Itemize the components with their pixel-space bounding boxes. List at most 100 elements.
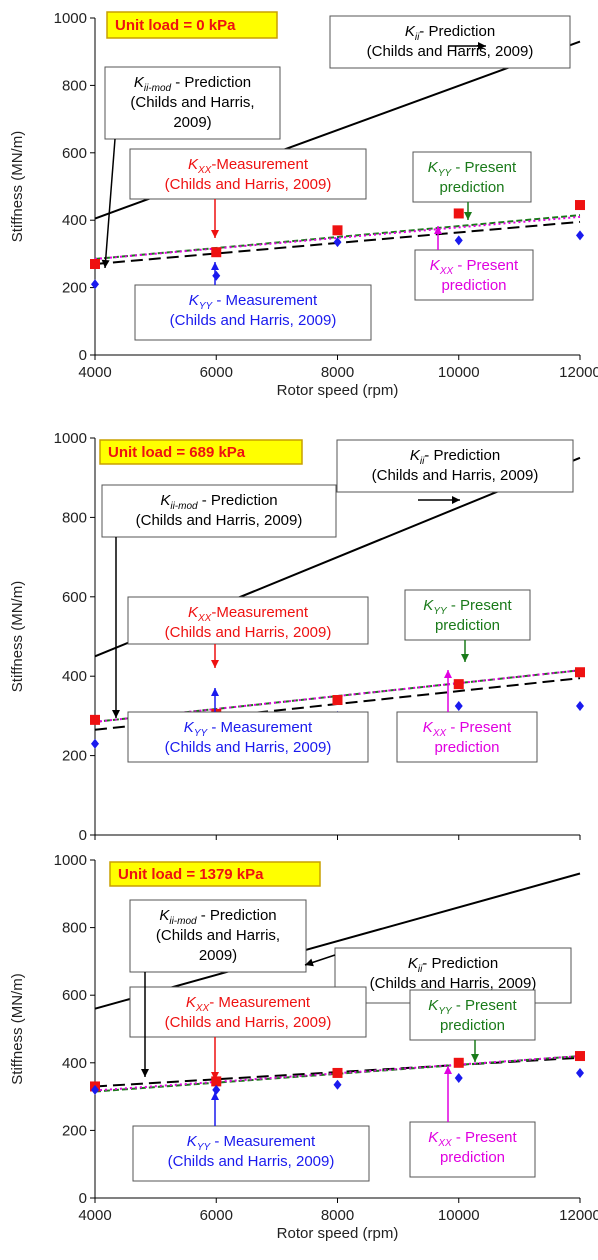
annotation-box-kii [336, 439, 574, 493]
kxx-measurement-point [90, 259, 100, 270]
kxx-present-line [94, 215, 581, 260]
annotation-title-kyym: KYY - Measurement [189, 292, 318, 312]
x-tick-label: 8000 [321, 1207, 354, 1224]
annotation-source-kyym: (Childs and Harris, 2009) [170, 312, 337, 329]
y-tick-label: 0 [79, 347, 87, 364]
annotation-source-kii: (Childs and Harris, 2009) [372, 467, 539, 484]
annotation-source-kxxm: (Childs and Harris, 2009) [165, 624, 332, 641]
annotation-subscript: XX [195, 1003, 210, 1014]
y-tick-label: 600 [62, 145, 87, 162]
kxx-measurement-point [90, 714, 100, 725]
y-tick-label: 800 [62, 920, 87, 937]
annotation-arrowhead [211, 1092, 219, 1100]
annotation-subscript: YY [199, 301, 214, 312]
annotation-title-kxxp: KXX - Present [423, 719, 512, 739]
annotation-symbol: K [405, 23, 416, 40]
annotation-box-kyym [134, 284, 372, 341]
y-tick-label: 800 [62, 509, 87, 526]
kxx-measurement-point [211, 247, 222, 258]
x-tick-label: 10000 [438, 1207, 480, 1224]
annotation-source-kxxp: prediction [441, 277, 506, 294]
annotation-source-kyym: (Childs and Harris, 2009) [165, 739, 332, 756]
annotation-source-kxxm: (Childs and Harris, 2009) [165, 176, 332, 193]
annotation-rest: - Measurement [210, 1133, 316, 1150]
y-tick-label: 0 [79, 1190, 87, 1207]
annotation-box-kiimod [101, 484, 337, 538]
annotation-arrowhead [101, 259, 110, 268]
kxx-measurement-point [211, 1076, 222, 1087]
x-tick-label: 8000 [321, 364, 354, 381]
annotation-source-kii: (Childs and Harris, 2009) [370, 975, 537, 992]
y-axis-label: Stiffness (MN/m) [9, 973, 26, 1084]
annotation-subscript: ii [418, 964, 423, 975]
annotation-rest: - Measurement [207, 719, 313, 736]
annotation-subscript: ii-mod [169, 916, 197, 927]
annotation-arrowhead [461, 654, 469, 662]
annotation-symbol: K [423, 597, 434, 614]
annotation-source-kxxp: prediction [440, 1149, 505, 1166]
annotation-arrow [104, 138, 116, 269]
annotation-title-kxxp: KXX - Present [428, 1129, 517, 1149]
annotation-arrowhead [478, 42, 486, 50]
annotation-rest: -Measurement [211, 604, 309, 621]
annotation-rest: - Present [453, 257, 519, 274]
annotation-title-kyym: KYY - Measurement [184, 719, 313, 739]
annotation-title-kxxp: KXX - Present [430, 257, 519, 277]
annotation-rest: - Measurement [209, 994, 311, 1011]
load-label-box [99, 439, 303, 465]
annotation-box-kxxp [396, 711, 538, 763]
annotation-source-kii: (Childs and Harris, 2009) [367, 43, 534, 60]
stiffness-chart-689kpa: 020040060080010004000600080001000012000R… [9, 430, 585, 840]
annotation-subscript: ii [415, 32, 420, 43]
annotation-symbol: K [428, 997, 439, 1014]
load-label-box [109, 861, 321, 887]
annotation-source-kyyp: prediction [439, 179, 504, 196]
annotation-source-kiimod: 2009) [199, 947, 237, 964]
kyy-measurement-point [576, 230, 584, 241]
annotation-title-kii: Kii- Prediction [405, 23, 495, 43]
annotation-symbol: K [188, 604, 199, 621]
annotation-box-kiimod [104, 66, 281, 140]
annotation-arrowhead [305, 958, 314, 967]
annotation-arrowhead [211, 688, 219, 696]
stiffness-chart-0kpa: 0 200 400 600 800 1000 4000 6000 8000 10000 12000 R… [9, 10, 598, 399]
kii-pred-line [94, 872, 581, 1010]
annotation-subscript: XX [197, 165, 212, 176]
annotation-source-kiimod: 2009) [173, 114, 211, 131]
annotation-source-kxxp: prediction [434, 739, 499, 756]
annotation-title-kii: Kii- Prediction [408, 955, 498, 975]
kyy-measurement-point [333, 237, 342, 248]
kxx-measurement-point [332, 1067, 343, 1078]
annotation-title-kiimod: Kii-mod - Prediction [134, 74, 251, 94]
annotation-symbol: K [187, 1133, 198, 1150]
annotation-title-kiimod: Kii-mod - Prediction [160, 492, 277, 512]
y-tick-label: 0 [79, 827, 87, 840]
y-axis-label: Stiffness (MN/m) [9, 131, 26, 242]
annotation-box-kxxm [129, 148, 367, 200]
annotation-subscript: XX [197, 613, 212, 624]
x-tick-label: 6000 [200, 364, 233, 381]
annotation-box-kyyp [409, 989, 536, 1041]
y-tick-label: 600 [62, 987, 87, 1004]
y-tick-label: 400 [62, 1055, 87, 1072]
load-label: Unit load = 689 kPa [108, 444, 246, 461]
annotation-symbol: K [134, 74, 145, 91]
kyy-measurement-point [333, 1079, 342, 1090]
annotation-arrowhead [444, 670, 452, 678]
kyy-measurement-point [454, 700, 463, 711]
y-tick-label: 1000 [54, 852, 87, 869]
annotation-arrowhead [452, 496, 460, 504]
annotation-arrowhead [211, 262, 219, 270]
y-tick-label: 800 [62, 77, 87, 94]
kxx-measurement-point [332, 225, 343, 236]
x-tick-label: 12000 [559, 1207, 598, 1224]
y-tick-label: 600 [62, 589, 87, 606]
annotation-box-kyyp [412, 151, 532, 203]
annotation-rest: -Measurement [211, 156, 309, 173]
annotation-rest: - Measurement [212, 292, 318, 309]
annotation-rest: - Prediction [198, 492, 278, 509]
annotation-symbol: K [186, 994, 197, 1011]
x-tick-label: 12000 [559, 364, 598, 381]
annotation-source-kiimod: (Childs and Harris, [156, 927, 280, 944]
kyy-measurement-point [91, 738, 99, 749]
